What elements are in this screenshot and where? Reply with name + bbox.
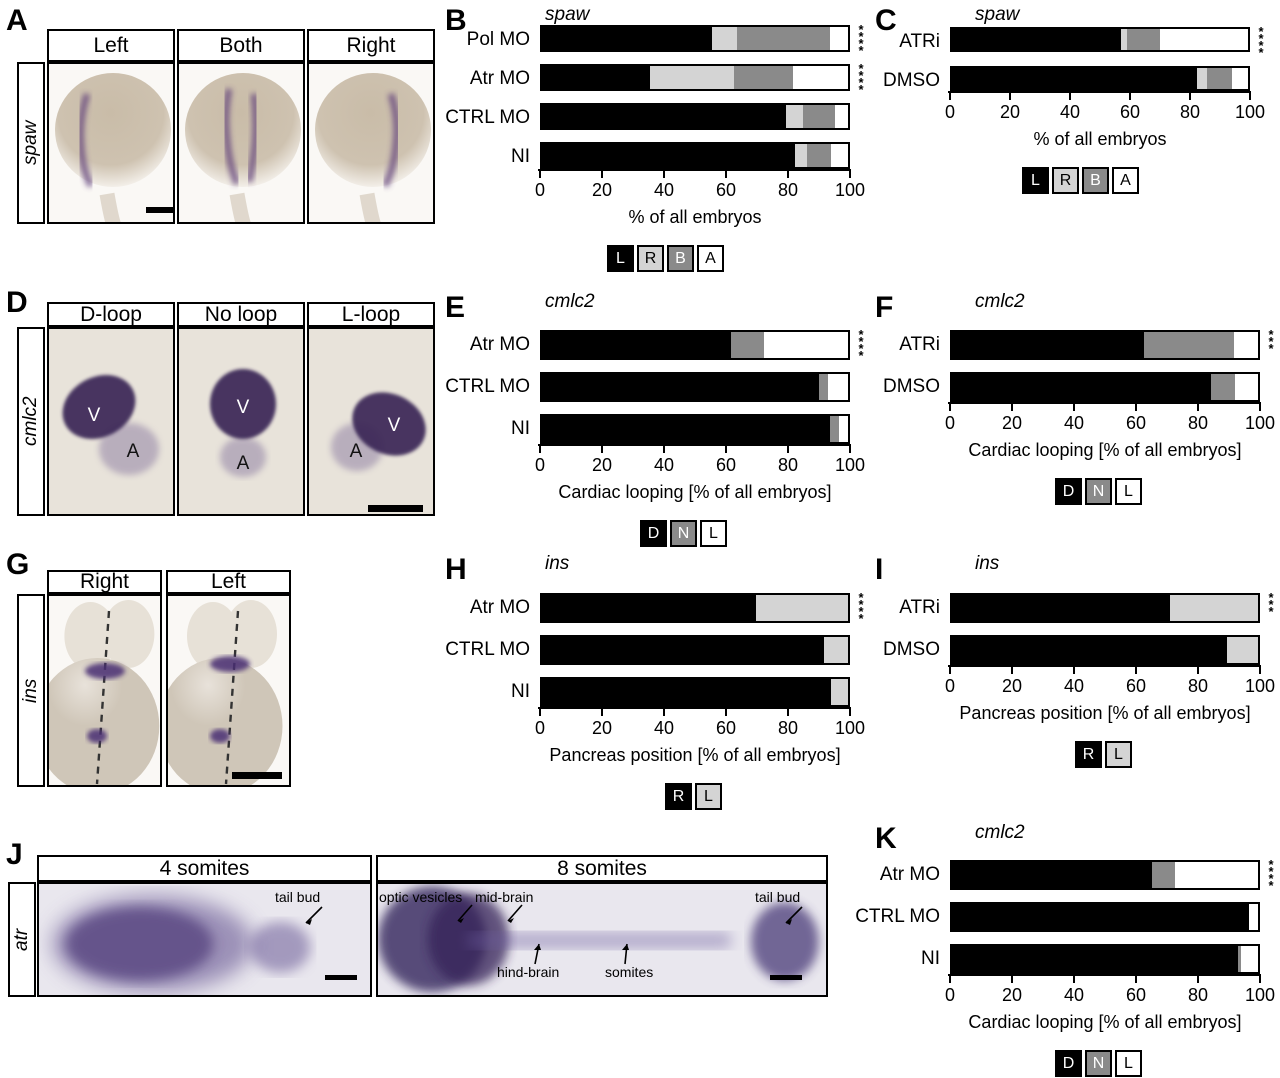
svg-text:V: V (88, 405, 101, 426)
svg-text:V: V (237, 397, 250, 418)
svg-text:V: V (388, 415, 401, 436)
svg-text:A: A (237, 453, 250, 474)
svg-text:A: A (350, 441, 363, 462)
svg-text:A: A (127, 441, 140, 462)
